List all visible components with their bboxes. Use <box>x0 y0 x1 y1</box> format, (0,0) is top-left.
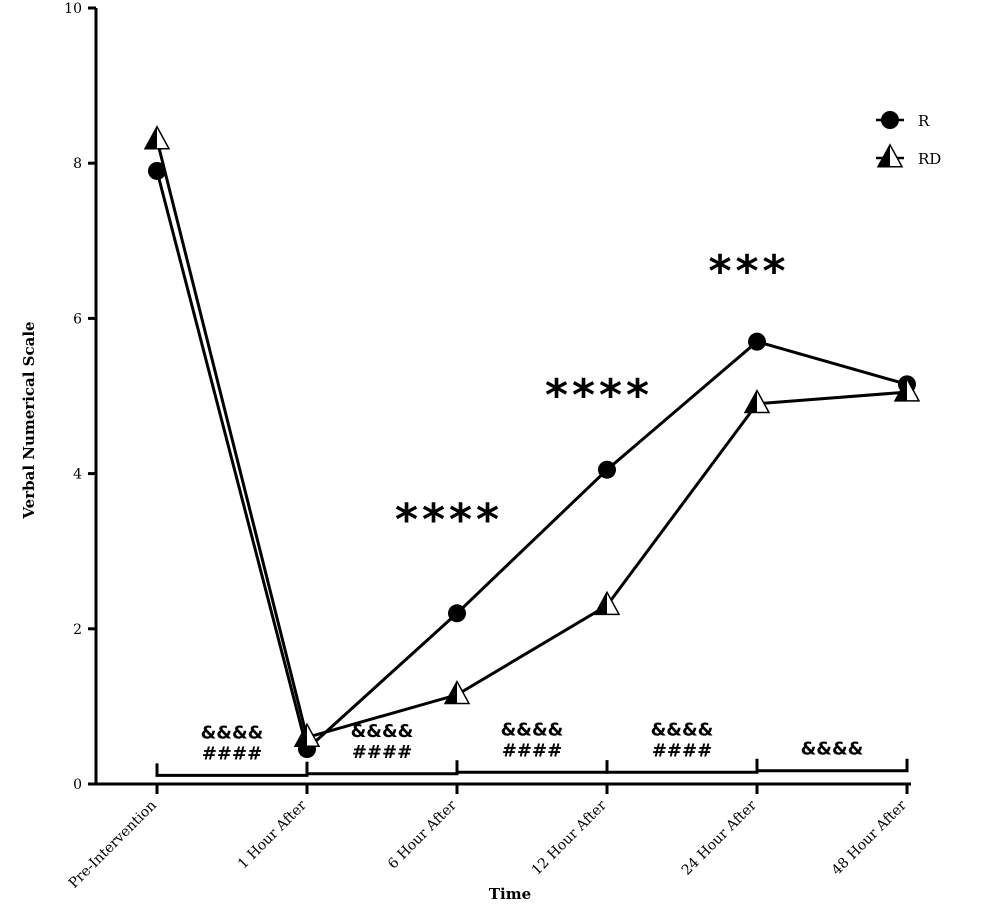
series-line <box>155 139 908 740</box>
y-tick-label: 0 <box>73 777 82 793</box>
x-tick-label: 1 Hour After <box>235 797 310 872</box>
y-tick-label: 2 <box>73 622 82 638</box>
data-point <box>293 722 321 747</box>
series-r <box>155 170 908 752</box>
series-rd-points <box>143 125 921 747</box>
data-point <box>143 125 171 150</box>
interval-brackets: &&&&####&&&&####&&&&####&&&&#### &&&& <box>155 719 909 777</box>
x-tick-label: 48 Hour After <box>829 797 910 878</box>
bracket-label: &&&& <box>801 739 864 760</box>
series-r-points <box>148 161 916 759</box>
x-tick-label: Pre-Intervention <box>66 798 160 892</box>
y-tick-label: 4 <box>73 467 82 483</box>
x-axis-title: Time <box>489 885 531 903</box>
bracket-label: &&&& <box>501 719 564 740</box>
significance-annotations: *********** <box>395 246 789 545</box>
data-point <box>893 377 921 402</box>
series-line <box>155 170 908 752</box>
interval-bracket <box>755 758 909 773</box>
interval-bracket <box>605 760 759 774</box>
bracket-label: #### <box>202 743 262 764</box>
data-point <box>148 161 166 180</box>
series-rd <box>155 139 908 740</box>
axes <box>94 8 911 786</box>
x-tick-label: 12 Hour After <box>529 797 610 878</box>
legend-label: R <box>918 112 930 130</box>
y-tick-label: 6 <box>73 311 82 327</box>
legend: R RD <box>876 111 941 168</box>
interval-bracket <box>455 760 609 774</box>
data-point <box>598 460 616 479</box>
bracket-label: #### <box>502 740 562 761</box>
bracket-label: &&&& <box>651 719 714 740</box>
y-tick-label: 8 <box>73 156 82 172</box>
y-ticks: 0 2 4 6 8 10 <box>64 1 96 793</box>
significance-stars: *** <box>708 246 789 297</box>
legend-item-rd: RD <box>876 143 941 168</box>
bracket-label: &&&& <box>201 722 264 743</box>
data-point <box>593 590 621 616</box>
legend-item-r: R <box>876 111 930 130</box>
legend-label: RD <box>918 150 941 168</box>
data-point <box>748 332 766 351</box>
significance-stars: **** <box>395 494 503 545</box>
data-point <box>443 679 471 705</box>
legend-marker <box>881 111 899 129</box>
bracket-label: &&&& <box>351 721 414 742</box>
x-tick-label: 6 Hour After <box>385 797 460 872</box>
bracket-label: #### <box>352 742 412 763</box>
interval-bracket <box>155 763 309 777</box>
data-point <box>448 604 466 623</box>
significance-stars: **** <box>545 370 653 421</box>
bracket-label: #### <box>652 740 712 761</box>
interval-bracket <box>305 761 459 776</box>
data-point <box>743 388 771 414</box>
y-axis-title: Verbal Numerical Scale <box>20 321 38 519</box>
x-tick-label: 24 Hour After <box>679 797 760 878</box>
legend-marker <box>876 143 904 168</box>
y-tick-label: 10 <box>64 1 82 17</box>
x-ticks: Pre-Intervention 1 Hour After 6 Hour After… <box>66 784 910 892</box>
series-layer <box>143 125 921 759</box>
